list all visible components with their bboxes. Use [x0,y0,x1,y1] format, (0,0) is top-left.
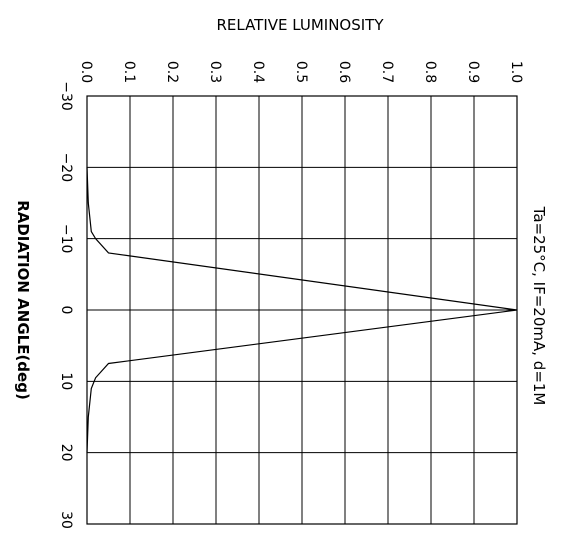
y-tick-label: 20 [58,444,74,462]
y-tick-labels: −30 −20 −10 0 10 20 30 [58,81,74,529]
conditions-annotation: Ta=25°C, IF=20mA, d=1M [530,206,548,406]
grid [87,96,517,524]
y-tick-label: 0 [58,306,74,315]
y-tick-label: −20 [58,153,74,183]
x-axis-title: RELATIVE LUMINOSITY [216,16,384,34]
y-tick-label: 10 [58,372,74,390]
x-tick-label: 0.7 [379,61,395,83]
x-tick-label: 1.0 [508,61,524,83]
x-tick-label: 0.5 [293,61,309,83]
x-tick-label: 0.3 [207,61,223,83]
x-tick-label: 0.0 [78,61,94,83]
x-tick-label: 0.6 [336,61,352,83]
x-tick-labels: 0.0 0.1 0.2 0.3 0.4 0.5 0.6 0.7 0.8 0.9 1.0 [78,61,524,83]
x-tick-label: 0.4 [250,61,266,83]
x-tick-label: 0.2 [164,61,180,83]
x-tick-label: 0.1 [121,61,137,83]
y-axis-title: RADIATION ANGLE(deg) [14,200,32,400]
y-tick-label: 30 [58,511,74,529]
x-tick-label: 0.9 [465,61,481,83]
x-tick-label: 0.8 [422,61,438,83]
luminosity-curve [86,167,518,453]
y-tick-label: −30 [58,81,74,111]
y-tick-label: −10 [58,224,74,254]
